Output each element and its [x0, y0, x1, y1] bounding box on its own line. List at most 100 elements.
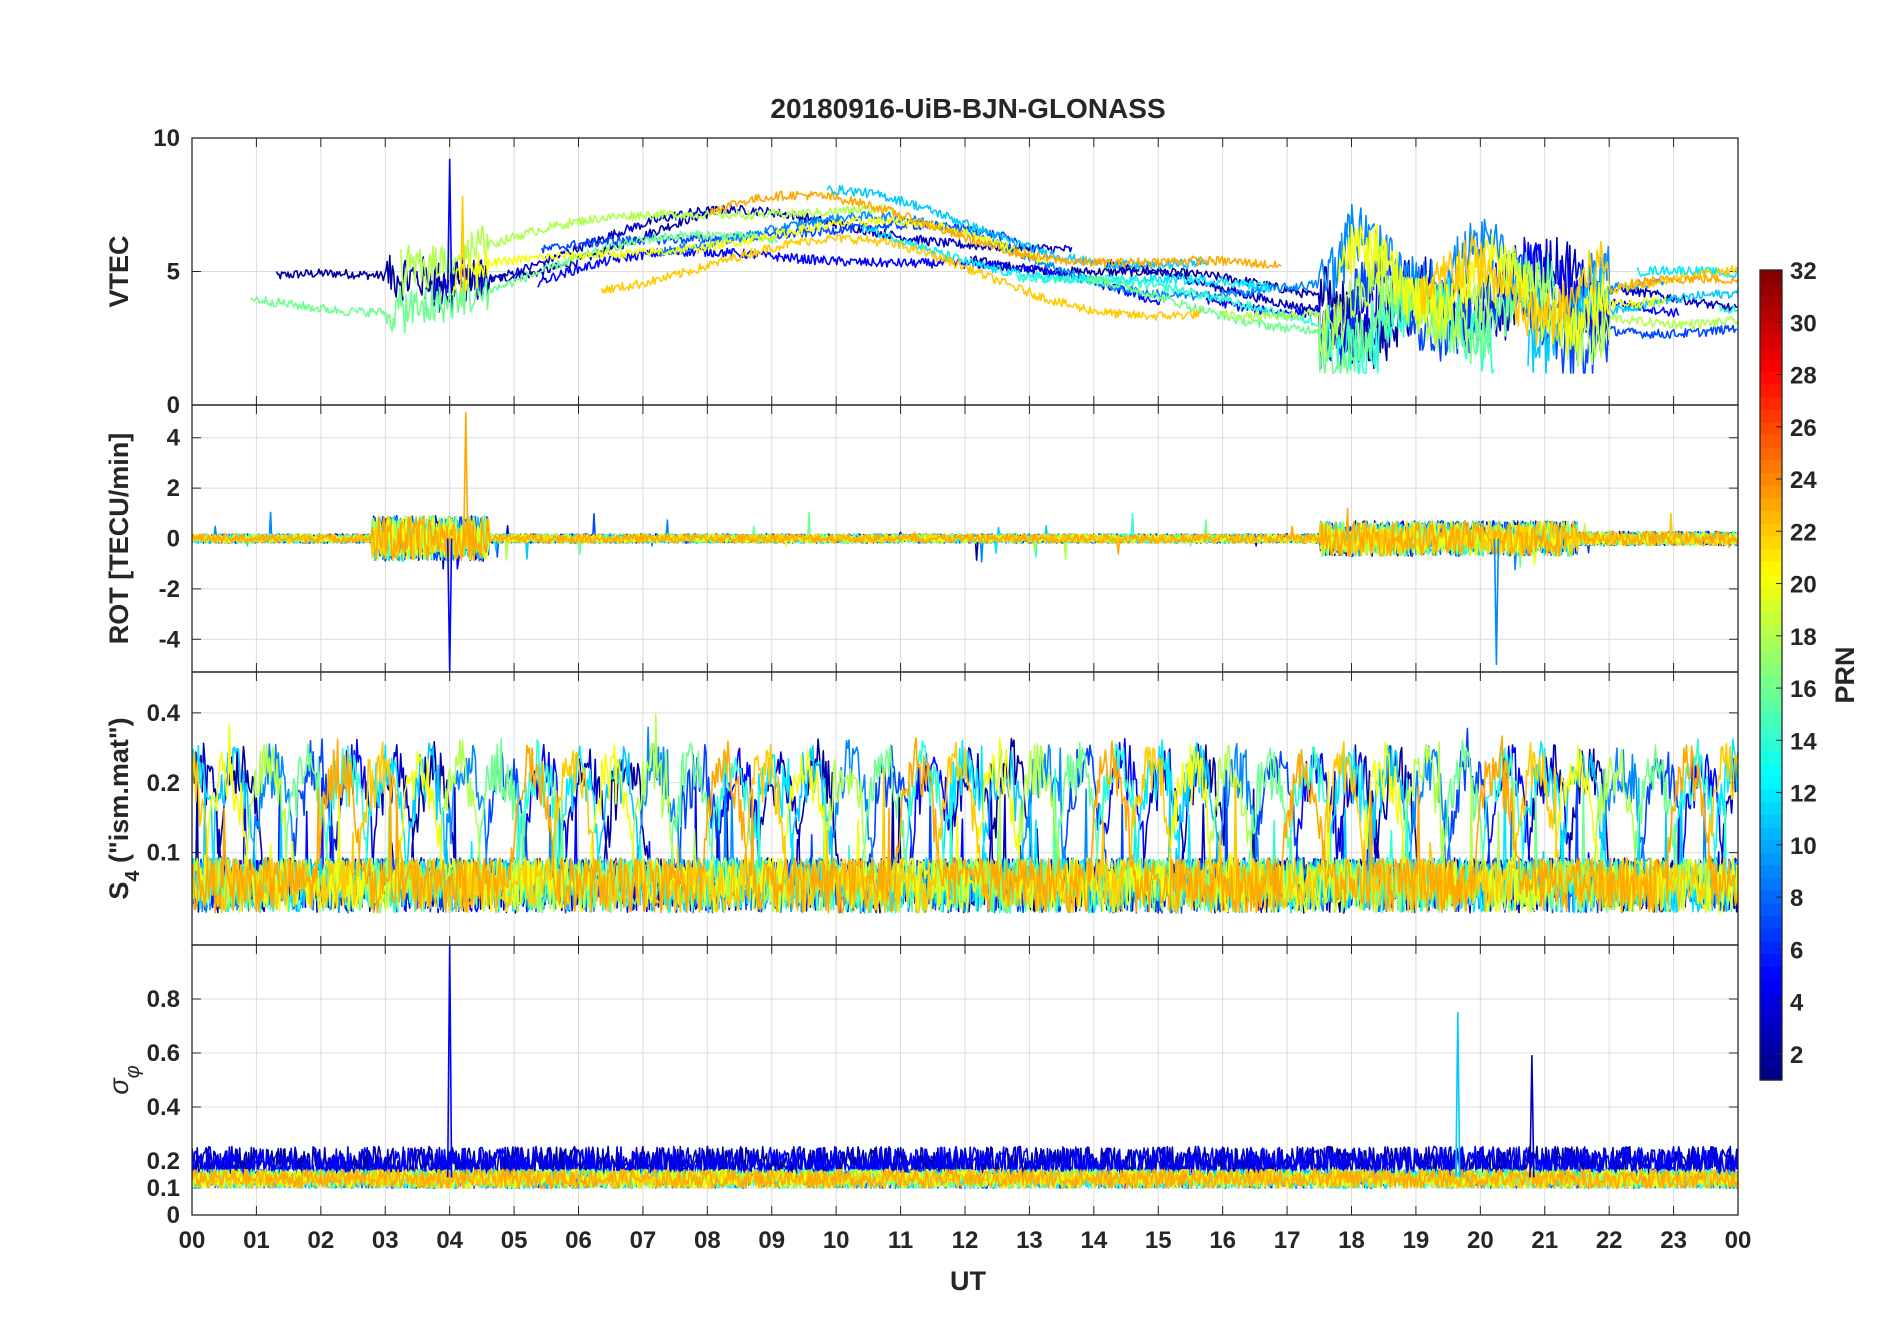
trace-vtec-prn23: [1630, 274, 1738, 288]
colorbar-tick-label: 10: [1790, 833, 1817, 860]
colorbar-tick-label: 20: [1790, 572, 1817, 599]
spike-vtec: [446, 158, 453, 293]
colorbar-segment: [1760, 270, 1782, 284]
colorbar-segment: [1760, 637, 1782, 651]
spike-sigma_phi: [1455, 1011, 1461, 1178]
y-tick-label: 0.4: [147, 1094, 181, 1121]
colorbar-tick-label: 12: [1790, 781, 1817, 808]
colorbar-segment: [1760, 852, 1782, 866]
trace-vtec-prn23: [709, 190, 1282, 269]
colorbar-segment: [1760, 687, 1782, 701]
y-tick-label: -2: [159, 576, 180, 603]
colorbar-segment: [1760, 1067, 1782, 1081]
colorbar-segment: [1760, 649, 1782, 663]
x-tick-label: 12: [952, 1227, 979, 1254]
colorbar-segment: [1760, 282, 1782, 296]
colorbar-segment: [1760, 396, 1782, 410]
colorbar-segment: [1760, 459, 1782, 474]
colorbar-segment: [1760, 497, 1782, 512]
y-tick-label: 0.4: [147, 700, 181, 727]
x-tick-label: 16: [1209, 1227, 1236, 1254]
colorbar-tick-label: 28: [1790, 363, 1817, 390]
y-tick-label: 0.6: [147, 1040, 180, 1067]
y-tick-label: 10: [153, 125, 180, 152]
colorbar-tick-label: 16: [1790, 676, 1817, 703]
colorbar-segment: [1760, 599, 1782, 613]
y-tick-label: 5: [167, 259, 180, 286]
colorbar-segment: [1760, 712, 1782, 727]
chart-title: 20180916-UiB-BJN-GLONASS: [770, 93, 1165, 124]
trace-s4-prn22: [192, 741, 1738, 914]
y-tick-label: 2: [167, 475, 180, 502]
colorbar-segment: [1760, 1016, 1782, 1030]
colorbar-segment: [1760, 333, 1782, 347]
x-tick-label: 05: [501, 1227, 528, 1254]
x-tick-label: 04: [436, 1227, 463, 1254]
y-tick-label: 4: [167, 425, 181, 452]
panel-vtec: 0 5 10 VTEC: [104, 125, 1739, 419]
colorbar-segment: [1760, 763, 1782, 777]
colorbar-segment: [1760, 586, 1782, 600]
traces-vtec: [250, 158, 1738, 374]
colorbar-segment: [1760, 953, 1782, 967]
trace-s4-prn18: [192, 713, 1738, 914]
trace-sigma-prn23: [192, 1168, 1738, 1190]
colorbar-segment: [1760, 978, 1782, 993]
x-tick-label: 23: [1660, 1227, 1687, 1254]
colorbar-segment: [1760, 383, 1782, 398]
traces-sigma_phi: [192, 945, 1738, 1190]
colorbar-label: PRN: [1830, 646, 1860, 703]
trace-vtec-prn22: [600, 233, 1203, 321]
colorbar-tick-label: 26: [1790, 415, 1817, 442]
colorbar-segment: [1760, 1042, 1782, 1056]
spike-rot: [1493, 538, 1500, 666]
y-tick-label: 0.1: [147, 1175, 180, 1202]
x-tick-label: 18: [1338, 1227, 1365, 1254]
colorbar-segment: [1760, 839, 1782, 853]
colorbar-segment: [1760, 548, 1782, 562]
trace-vtec-prn11: [1527, 266, 1738, 374]
colorbar-segment: [1760, 1029, 1782, 1043]
x-tick-label: 02: [307, 1227, 334, 1254]
colorbar-segment: [1760, 573, 1782, 588]
spike-vtec: [459, 195, 466, 293]
x-tick-label: 14: [1080, 1227, 1107, 1254]
colorbar-tick-label: 32: [1790, 258, 1817, 285]
colorbar-segment: [1760, 1004, 1782, 1018]
trace-vtec-prn9: [655, 211, 1352, 301]
x-tick-label: 17: [1274, 1227, 1301, 1254]
x-tick-label: 20: [1467, 1227, 1494, 1254]
colorbar-segment: [1760, 826, 1782, 841]
y-axis-label-s4: S4 ("ism.mat"): [104, 717, 144, 899]
colorbar-segment: [1760, 928, 1782, 942]
trace-vtec-prn5: [537, 246, 1162, 306]
panel-s4: 0.1 0.2 0.4S4 ("ism.mat"): [104, 671, 1739, 946]
colorbar-segment: [1760, 738, 1782, 752]
colorbar-segment: [1760, 864, 1782, 879]
colorbar-segment: [1760, 421, 1782, 436]
colorbar-segment: [1760, 890, 1782, 904]
y-axis-label-sigma_phi: σφ: [104, 1065, 144, 1094]
colorbar-frame: [1759, 269, 1783, 1081]
colorbar-segment: [1760, 801, 1782, 815]
colorbar-segment: [1760, 675, 1782, 689]
colorbar-segment: [1760, 915, 1782, 929]
traces-s4: [192, 713, 1738, 914]
spike-rot: [463, 411, 469, 539]
colorbar-segment: [1760, 940, 1782, 955]
colorbar-segment: [1760, 611, 1782, 625]
y-tick-label: 0: [167, 1202, 180, 1229]
colorbar-tick-label: 30: [1790, 310, 1817, 337]
colorbar-segment: [1760, 295, 1782, 309]
colorbar-segment: [1760, 991, 1782, 1005]
colorbar-segment: [1760, 750, 1782, 765]
colorbar-segment: [1760, 307, 1782, 322]
colorbar-segment: [1760, 447, 1782, 461]
colorbar-tick-label: 18: [1790, 624, 1817, 651]
x-tick-label: 10: [823, 1227, 850, 1254]
trace-vtec-prn7: [1349, 258, 1738, 374]
x-tick-label: 01: [243, 1227, 270, 1254]
x-tick-label: 06: [565, 1227, 592, 1254]
x-tick-label: 03: [372, 1227, 399, 1254]
